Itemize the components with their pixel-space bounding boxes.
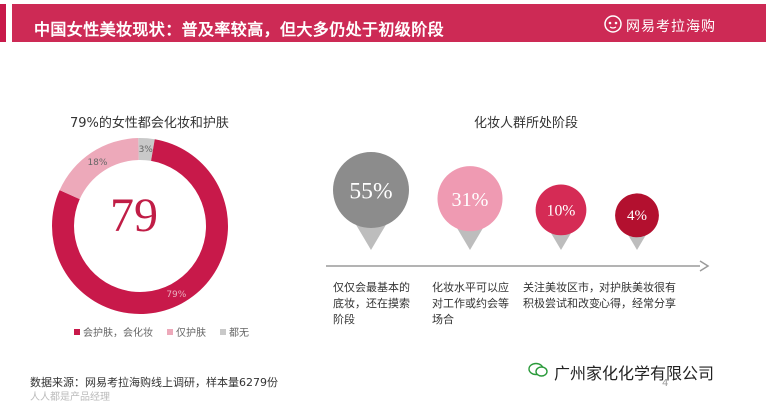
donut-center-value: 79: [110, 189, 158, 242]
stage-axis-arrow: [699, 260, 710, 272]
stage-value-label: 10%: [547, 203, 576, 220]
account-watermark: 广州家化化学有限公司: [528, 360, 714, 384]
donut-slice-label: 18%: [87, 158, 107, 168]
legend-item: 都无: [220, 324, 249, 339]
data-source-note: 数据来源：网易考拉海购线上调研，样本量6279份: [30, 376, 278, 389]
koala-logo-icon: [604, 15, 622, 37]
stage-circle: [615, 193, 659, 238]
brand: 网易考拉海购: [604, 15, 716, 37]
stage-bubble: 10%: [535, 184, 587, 250]
stage-description: 仅仅会最基本的底妆，还在摸索阶段: [333, 281, 410, 326]
donut-slice: [59, 138, 139, 200]
platform-watermark: 人人都是产品经理: [30, 392, 110, 403]
legend-swatch: [220, 328, 226, 335]
header-bar: 中国女性美妆现状：普及率较高，但大多仍处于初级阶段 网易考拉海购: [12, 4, 766, 42]
legend-label: 仅护肤: [176, 328, 206, 339]
stage-circle: [437, 166, 503, 232]
watermark-text: 广州家化化学有限公司: [554, 364, 715, 383]
brand-name: 网易考拉海购: [626, 19, 716, 35]
legend-label: 会护肤，会化妆: [83, 328, 153, 339]
stage-value-label: 4%: [627, 208, 647, 224]
stage-value-label: 55%: [349, 178, 392, 204]
stage-bubble: 31%: [437, 166, 503, 250]
legend-label: 都无: [229, 328, 249, 339]
legend-item: 会护肤，会化妆: [74, 324, 153, 339]
stage-bubble: 4%: [615, 193, 659, 250]
legend-item: 仅护肤: [167, 324, 206, 339]
donut-slice-label: 79%: [166, 290, 186, 300]
legend-swatch: [167, 328, 173, 335]
stage-circle: [333, 152, 409, 228]
page-title: 中国女性美妆现状：普及率较高，但大多仍处于初级阶段: [34, 20, 445, 39]
donut-slice-label: 3%: [139, 145, 154, 155]
wechat-icon: [528, 362, 548, 382]
stage-description: 对护肤美妆很有心得，经常分享: [599, 281, 676, 310]
stage-description: 化妆水平可以应对工作或约会等场合: [432, 281, 509, 326]
donut-legend: 会护肤，会化妆 仅护肤 都无: [74, 324, 249, 339]
legend-swatch: [74, 328, 80, 335]
header-accent-rule: [0, 4, 6, 42]
left-chart-title: 79%的女性都会化妆和护肤: [70, 116, 229, 131]
donut-slice: [138, 138, 155, 161]
donut-chart: 3% 79% 18%: [52, 138, 229, 314]
stage-bubble: 55%: [333, 152, 409, 250]
stage-value-label: 31%: [452, 189, 489, 211]
stage-circle: [535, 184, 587, 236]
stage-description: 关注美妆区市，积极尝试和改变: [523, 281, 600, 310]
right-chart-title: 化妆人群所处阶段: [474, 116, 579, 131]
page-number: 4: [662, 378, 669, 389]
